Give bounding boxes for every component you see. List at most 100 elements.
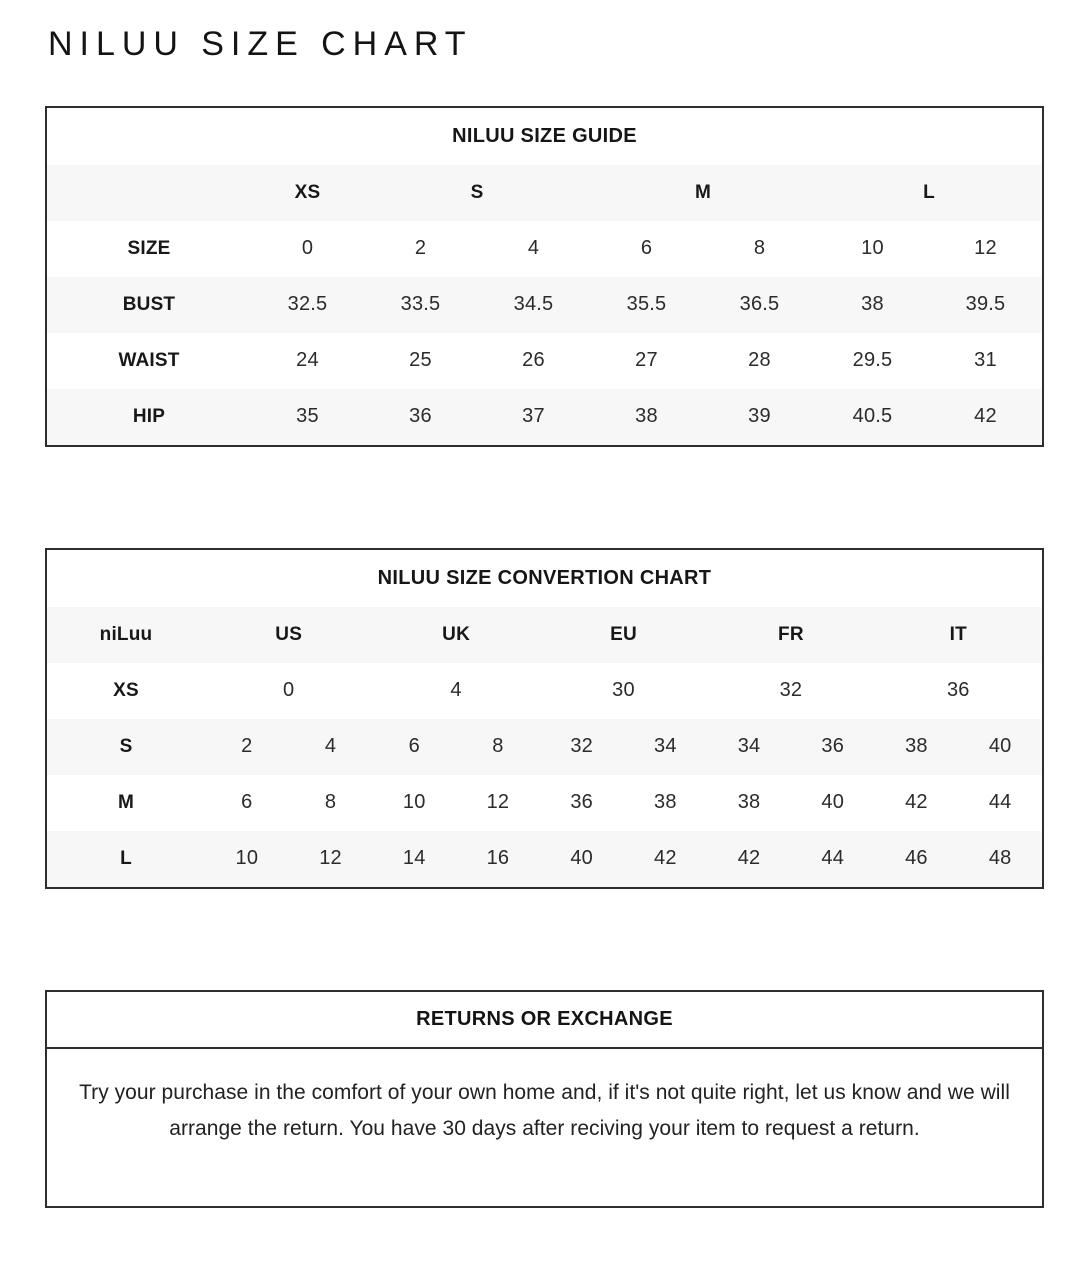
measurement-label: HIP — [132, 405, 166, 427]
measurement-value: 28 — [748, 349, 771, 372]
conversion-value: 12 — [319, 847, 342, 870]
returns-body: Try your purchase in the comfort of your… — [47, 1049, 1042, 1206]
conversion-value: 6 — [241, 791, 253, 814]
size-guide-table: NILUU SIZE GUIDE XS S M L SIZE 0 2 4 6 8… — [45, 105, 1044, 447]
conversion-value: 40 — [821, 791, 845, 814]
measurement-label: BUST — [122, 293, 176, 315]
measurement-value: 10 — [861, 237, 884, 260]
conversion-value: 40 — [988, 735, 1012, 758]
conversion-value: 16 — [486, 847, 510, 870]
returns-text: Try your purchase in the comfort of your… — [79, 1080, 1010, 1140]
measurement-value: 32.5 — [287, 293, 328, 316]
measurement-value: 25 — [409, 349, 432, 372]
region-label: EU — [610, 623, 637, 645]
measurement-value: 26 — [522, 349, 545, 372]
conversion-value: 2 — [241, 735, 253, 758]
size-group-label: L — [923, 181, 935, 203]
conversion-value: 32 — [779, 679, 803, 702]
conversion-value: 36 — [570, 791, 593, 814]
measurement-value: 33.5 — [400, 293, 441, 316]
measurement-value: 37 — [522, 405, 545, 428]
conversion-value: 42 — [737, 847, 761, 870]
size-group-label: XS — [294, 181, 321, 203]
measurement-value: 35.5 — [626, 293, 667, 316]
size-group-label: S — [470, 181, 484, 203]
size-conversion-title: NILUU SIZE CONVERTION CHART — [377, 566, 712, 589]
returns-box: RETURNS OR EXCHANGE Try your purchase in… — [45, 989, 1044, 1208]
conversion-value: 44 — [988, 791, 1012, 814]
conversion-value: 42 — [654, 847, 677, 870]
measurement-value: 40.5 — [852, 405, 893, 428]
region-header-row: niLuu US UK EU FR IT — [47, 606, 1042, 663]
conversion-value: 8 — [324, 791, 337, 814]
measurement-value: 2 — [414, 237, 427, 260]
conversion-value: 34 — [737, 735, 761, 758]
conversion-value: 38 — [905, 735, 928, 758]
conversion-value: 34 — [654, 735, 677, 758]
measurement-label: WAIST — [118, 349, 180, 371]
conversion-value: 14 — [402, 847, 426, 870]
conversion-row-s: S 2 4 6 8 32 34 34 36 38 40 — [47, 718, 1042, 775]
measurement-value: 35 — [296, 405, 319, 428]
measurement-row-size: SIZE 0 2 4 6 8 10 12 — [47, 221, 1042, 277]
region-label: US — [275, 623, 303, 645]
conversion-value: 38 — [737, 791, 761, 814]
measurement-value: 6 — [640, 237, 653, 260]
conversion-value: 44 — [821, 847, 845, 870]
measurement-value: 4 — [527, 237, 540, 260]
conversion-value: 38 — [654, 791, 677, 814]
measurement-value: 36 — [409, 405, 432, 428]
conversion-value: 6 — [408, 735, 420, 758]
measurement-label: SIZE — [127, 237, 171, 259]
conversion-value: 0 — [283, 679, 295, 702]
region-label: IT — [949, 623, 967, 645]
conversion-value: 40 — [570, 847, 593, 870]
measurement-row-bust: BUST 32.5 33.5 34.5 35.5 36.5 38 39.5 — [47, 276, 1042, 333]
measurement-value: 42 — [974, 405, 997, 428]
conversion-value: 46 — [905, 847, 928, 870]
conversion-size-label: L — [120, 847, 132, 869]
measurement-value: 24 — [296, 349, 319, 372]
brand-label: niLuu — [99, 623, 153, 645]
empty-corner-cell — [47, 165, 251, 221]
size-group-header-row: XS S M L — [47, 164, 1042, 221]
conversion-value: 12 — [486, 791, 510, 814]
region-label: FR — [778, 623, 804, 645]
measurement-value: 27 — [635, 349, 658, 372]
conversion-row-l: L 10 12 14 16 40 42 42 44 46 48 — [47, 830, 1042, 887]
conversion-size-label: M — [117, 791, 135, 813]
page-title: NILUU SIZE CHART — [48, 25, 473, 63]
measurement-value: 38 — [635, 405, 658, 428]
conversion-value: 10 — [235, 847, 259, 870]
measurement-value: 8 — [753, 237, 766, 260]
conversion-value: 48 — [988, 847, 1012, 870]
measurement-value: 12 — [974, 237, 997, 260]
conversion-value: 4 — [324, 735, 337, 758]
measurement-value: 34.5 — [513, 293, 554, 316]
conversion-row-m: M 6 8 10 12 36 38 38 40 42 44 — [47, 775, 1042, 831]
measurement-value: 31 — [974, 349, 997, 372]
conversion-value: 42 — [905, 791, 928, 814]
conversion-size-label: S — [119, 735, 133, 757]
conversion-value: 30 — [612, 679, 635, 702]
conversion-row-xs: XS 0 4 30 32 36 — [47, 663, 1042, 719]
conversion-value: 4 — [450, 679, 462, 702]
region-label: UK — [442, 623, 470, 645]
measurement-value: 29.5 — [852, 349, 893, 372]
conversion-value: 36 — [946, 679, 970, 702]
measurement-value: 39 — [748, 405, 771, 428]
conversion-value: 36 — [821, 735, 845, 758]
size-group-label: M — [694, 181, 712, 203]
conversion-value: 8 — [492, 735, 504, 758]
measurement-row-hip: HIP 35 36 37 38 39 40.5 42 — [47, 388, 1042, 445]
measurement-value: 39.5 — [965, 293, 1006, 316]
measurement-value: 0 — [301, 237, 314, 260]
measurement-value: 36.5 — [739, 293, 780, 316]
measurement-row-waist: WAIST 24 25 26 27 28 29.5 31 — [47, 333, 1042, 389]
conversion-size-label: XS — [113, 679, 139, 701]
returns-title: RETURNS OR EXCHANGE — [47, 992, 1042, 1049]
size-guide-title: NILUU SIZE GUIDE — [452, 124, 637, 147]
measurement-value: 38 — [861, 293, 884, 316]
conversion-value: 32 — [570, 735, 593, 758]
